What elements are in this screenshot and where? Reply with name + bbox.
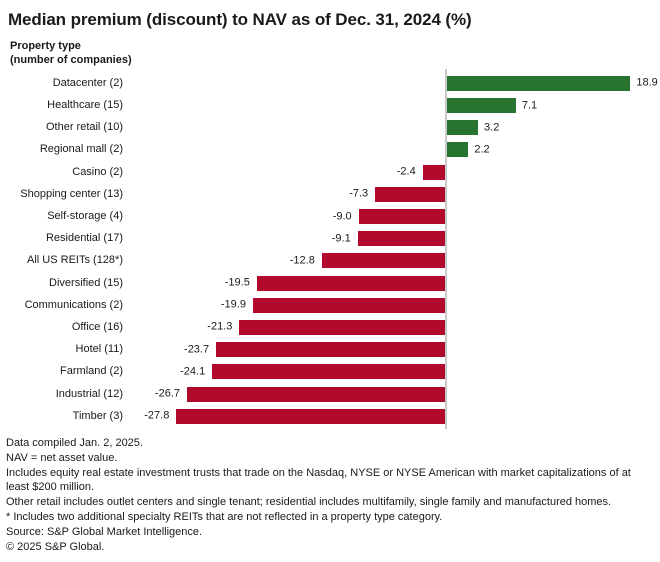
category-label: Timber (3) bbox=[72, 409, 123, 422]
bar-row: Regional mall (2) 2.2 bbox=[6, 139, 652, 161]
category-label: Hotel (11) bbox=[75, 343, 123, 356]
value-label: -9.1 bbox=[331, 232, 351, 245]
value-label: -9.0 bbox=[332, 210, 352, 223]
category-label: Diversified (15) bbox=[49, 276, 123, 289]
bar-zone: -26.7 bbox=[123, 383, 652, 405]
category-label: Self-storage (4) bbox=[47, 210, 123, 223]
bar-row: Timber (3) -27.8 bbox=[6, 405, 652, 427]
value-label: -23.7 bbox=[184, 343, 210, 356]
bar-chart: Datacenter (2) 18.9 Healthcare (15) 7.1 Othe… bbox=[6, 69, 658, 430]
bar-zone: -19.9 bbox=[123, 294, 652, 316]
bar-positive bbox=[447, 75, 631, 91]
category-label: Communications (2) bbox=[24, 298, 123, 311]
category-label: Industrial (12) bbox=[55, 387, 123, 400]
bar-negative bbox=[239, 319, 446, 335]
bar-negative bbox=[216, 342, 446, 358]
category-label: Healthcare (15) bbox=[47, 99, 123, 112]
value-label: -12.8 bbox=[289, 254, 315, 267]
category-label: Regional mall (2) bbox=[39, 143, 123, 156]
bar-row: Diversified (15) -19.5 bbox=[6, 272, 652, 294]
bar-row: Residential (17) -9.1 bbox=[6, 228, 652, 250]
footnote-inclusion-criteria: Includes equity real estate investment t… bbox=[6, 467, 631, 494]
value-label: -24.1 bbox=[180, 365, 206, 378]
bar-row: All US REITs (128*) -12.8 bbox=[6, 250, 652, 272]
bar-row: Self-storage (4) -9.0 bbox=[6, 205, 652, 227]
bar-row: Communications (2) -19.9 bbox=[6, 294, 652, 316]
bar-negative bbox=[212, 364, 446, 380]
bar-row: Datacenter (2) 18.9 bbox=[6, 72, 658, 94]
category-label: Residential (17) bbox=[45, 232, 123, 245]
category-label: Office (16) bbox=[71, 320, 123, 333]
bar-negative bbox=[176, 408, 446, 424]
value-label: 7.1 bbox=[521, 99, 538, 112]
axis-header-line1: Property type bbox=[10, 40, 81, 53]
value-label: -27.8 bbox=[144, 409, 170, 422]
bar-zone: -19.5 bbox=[123, 272, 652, 294]
bar-negative bbox=[375, 186, 446, 202]
chart-title: Median premium (discount) to NAV as of D… bbox=[8, 10, 472, 29]
category-label: Datacenter (2) bbox=[52, 76, 123, 89]
bar-row: Office (16) -21.3 bbox=[6, 316, 652, 338]
zero-axis-line bbox=[445, 69, 447, 430]
footnote-source: Source: S&P Global Market Intelligence. bbox=[6, 526, 203, 539]
category-label: Farmland (2) bbox=[60, 365, 123, 378]
bar-negative bbox=[252, 297, 446, 313]
bar-zone: 2.2 bbox=[123, 139, 652, 161]
axis-header: Property type (number of companies) bbox=[10, 40, 652, 68]
bar-negative bbox=[358, 209, 446, 225]
bar-positive bbox=[447, 142, 469, 158]
category-label: All US REITs (128*) bbox=[27, 254, 123, 267]
footnote-copyright: © 2025 S&P Global. bbox=[6, 541, 105, 554]
footnotes: Data compiled Jan. 2, 2025. NAV = net as… bbox=[6, 436, 652, 554]
bar-positive bbox=[447, 98, 516, 114]
bar-row: Casino (2) -2.4 bbox=[6, 161, 652, 183]
footnote-nav-definition: NAV = net asset value. bbox=[6, 452, 118, 465]
bar-zone: 3.2 bbox=[123, 117, 652, 139]
bar-zone: -12.8 bbox=[123, 250, 652, 272]
bar-negative bbox=[321, 253, 446, 269]
bar-row: Industrial (12) -26.7 bbox=[6, 383, 652, 405]
bar-zone: -7.3 bbox=[123, 183, 652, 205]
bar-zone: -21.3 bbox=[123, 316, 652, 338]
bar-zone: -23.7 bbox=[123, 339, 652, 361]
bar-zone: -9.1 bbox=[123, 228, 652, 250]
bar-positive bbox=[447, 120, 479, 136]
value-label: -19.9 bbox=[220, 298, 246, 311]
bar-zone: -24.1 bbox=[123, 361, 652, 383]
value-label: -19.5 bbox=[224, 276, 250, 289]
footnote-data-compiled: Data compiled Jan. 2, 2025. bbox=[6, 437, 143, 450]
category-label: Casino (2) bbox=[72, 165, 123, 178]
value-label: -2.4 bbox=[396, 165, 416, 178]
bar-negative bbox=[357, 231, 446, 247]
bar-negative bbox=[187, 386, 446, 402]
bar-zone: 7.1 bbox=[123, 95, 652, 117]
bar-row: Other retail (10) 3.2 bbox=[6, 117, 652, 139]
bar-row: Shopping center (13) -7.3 bbox=[6, 183, 652, 205]
bar-zone: -9.0 bbox=[123, 205, 652, 227]
bar-negative bbox=[422, 164, 446, 180]
footnote-category-definitions: Other retail includes outlet centers and… bbox=[6, 496, 612, 509]
value-label: -7.3 bbox=[349, 187, 369, 200]
bar-row: Farmland (2) -24.1 bbox=[6, 361, 652, 383]
category-label: Shopping center (13) bbox=[20, 187, 123, 200]
value-label: -21.3 bbox=[207, 320, 233, 333]
bar-zone: 18.9 bbox=[123, 72, 658, 94]
bar-negative bbox=[256, 275, 446, 291]
value-label: 18.9 bbox=[636, 76, 658, 89]
value-label: 2.2 bbox=[474, 143, 490, 156]
bar-zone: -2.4 bbox=[123, 161, 652, 183]
value-label: 3.2 bbox=[484, 121, 500, 134]
footnote-asterisk: * Includes two additional specialty REIT… bbox=[6, 511, 443, 524]
value-label: -26.7 bbox=[154, 387, 180, 400]
bar-row: Hotel (11) -23.7 bbox=[6, 339, 652, 361]
bar-row: Healthcare (15) 7.1 bbox=[6, 95, 652, 117]
bar-zone: -27.8 bbox=[123, 405, 652, 427]
category-label: Other retail (10) bbox=[45, 121, 123, 134]
axis-header-line2: (number of companies) bbox=[10, 54, 132, 67]
